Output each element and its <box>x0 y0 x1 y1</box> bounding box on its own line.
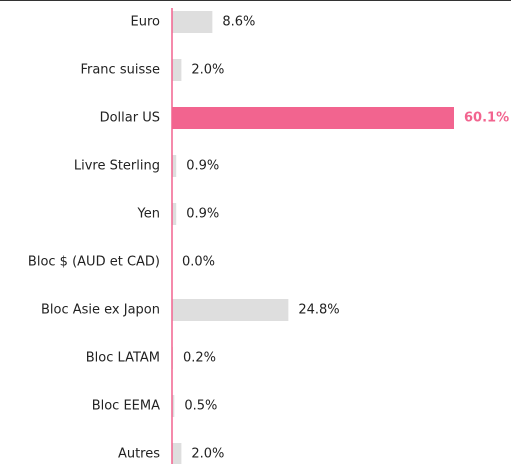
bar <box>172 443 182 464</box>
category-label: Bloc Asie ex Japon <box>41 303 160 318</box>
category-label: Autres <box>118 447 160 462</box>
category-label: Livre Sterling <box>74 159 160 174</box>
value-label: 0.0% <box>182 255 215 270</box>
category-label: Franc suisse <box>80 63 160 78</box>
category-label: Dollar US <box>100 111 160 126</box>
bar <box>172 11 213 33</box>
bar <box>172 107 454 129</box>
bar <box>172 59 182 81</box>
bar <box>172 155 177 177</box>
category-label: Bloc LATAM <box>86 351 160 366</box>
value-label: 2.0% <box>191 63 224 78</box>
category-label: Bloc $ (AUD et CAD) <box>28 255 160 270</box>
value-label: 60.1% <box>464 111 509 126</box>
category-label: Euro <box>131 15 161 30</box>
value-label: 8.6% <box>222 15 255 30</box>
bar <box>172 299 289 321</box>
bar <box>172 395 175 417</box>
bar <box>172 203 177 225</box>
value-label: 0.2% <box>183 351 216 366</box>
value-label: 0.5% <box>184 399 217 414</box>
category-label: Bloc EEMA <box>92 399 160 414</box>
category-label: Yen <box>137 207 160 222</box>
value-label: 2.0% <box>191 447 224 462</box>
value-label: 0.9% <box>186 207 219 222</box>
value-label: 0.9% <box>186 159 219 174</box>
value-label: 24.8% <box>298 303 339 318</box>
